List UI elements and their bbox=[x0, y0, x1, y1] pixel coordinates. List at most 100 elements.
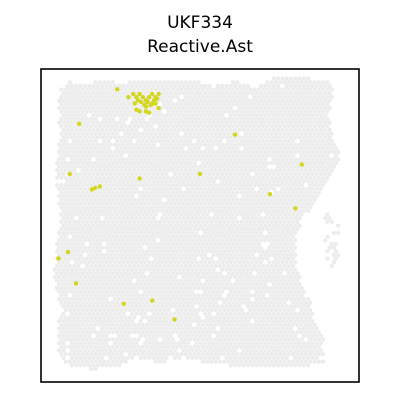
background-spot bbox=[282, 227, 287, 232]
background-spot bbox=[215, 252, 221, 258]
background-spot bbox=[203, 83, 208, 88]
background-spot bbox=[183, 109, 188, 114]
background-spot bbox=[130, 274, 135, 280]
background-spot bbox=[267, 91, 272, 96]
background-spot bbox=[82, 267, 87, 272]
background-spot bbox=[263, 311, 268, 316]
background-spot bbox=[230, 190, 236, 195]
background-spot bbox=[230, 109, 236, 114]
background-spot bbox=[205, 241, 210, 246]
background-spot bbox=[149, 116, 154, 122]
background-spot bbox=[74, 319, 79, 324]
background-spot bbox=[76, 116, 81, 122]
background-spot bbox=[220, 282, 225, 287]
background-spot bbox=[155, 223, 160, 228]
background-spot bbox=[224, 245, 229, 250]
background-spot bbox=[65, 91, 70, 96]
background-spot bbox=[284, 252, 289, 258]
background-spot bbox=[74, 341, 79, 346]
background-spot bbox=[78, 282, 83, 287]
background-spot bbox=[82, 135, 87, 140]
background-spot bbox=[254, 260, 259, 265]
background-spot bbox=[295, 80, 300, 85]
background-spot bbox=[115, 153, 120, 158]
background-spot bbox=[95, 135, 100, 140]
background-spot bbox=[207, 297, 212, 302]
background-spot bbox=[301, 76, 306, 81]
background-spot bbox=[230, 197, 236, 202]
background-spot bbox=[151, 238, 156, 243]
background-spot bbox=[278, 212, 283, 217]
background-spot bbox=[203, 127, 208, 133]
background-spot bbox=[132, 241, 137, 246]
background-spot bbox=[286, 256, 291, 261]
background-spot bbox=[220, 304, 225, 309]
background-spot bbox=[248, 315, 253, 320]
background-spot bbox=[207, 157, 212, 162]
background-spot bbox=[282, 109, 287, 114]
background-spot bbox=[200, 109, 205, 114]
background-spot bbox=[222, 131, 227, 136]
background-spot bbox=[82, 326, 87, 331]
background-spot bbox=[299, 300, 304, 305]
background-spot bbox=[211, 297, 216, 302]
background-spot bbox=[250, 245, 255, 250]
background-spot bbox=[226, 138, 231, 144]
background-spot bbox=[218, 183, 223, 188]
background-spot bbox=[170, 168, 175, 173]
background-spot bbox=[157, 308, 163, 313]
reactive-ast-spot bbox=[150, 91, 155, 97]
background-spot bbox=[194, 179, 199, 184]
background-spot bbox=[213, 124, 218, 129]
background-spot bbox=[263, 326, 268, 331]
background-spot bbox=[104, 311, 109, 316]
background-spot bbox=[67, 131, 72, 136]
background-spot bbox=[106, 227, 111, 232]
background-spot bbox=[115, 124, 120, 129]
background-spot bbox=[288, 76, 293, 81]
background-spot bbox=[74, 304, 79, 309]
background-spot bbox=[198, 319, 203, 324]
background-spot bbox=[194, 113, 199, 118]
background-spot bbox=[117, 355, 122, 360]
background-spot bbox=[104, 245, 109, 250]
background-spot bbox=[162, 124, 167, 129]
background-spot bbox=[237, 105, 242, 110]
background-spot bbox=[318, 149, 324, 155]
background-spot bbox=[263, 135, 268, 140]
background-spot bbox=[181, 113, 186, 118]
background-spot bbox=[67, 263, 72, 269]
background-spot bbox=[127, 153, 133, 158]
background-spot bbox=[104, 267, 109, 272]
background-spot bbox=[121, 149, 126, 155]
background-spot bbox=[318, 105, 324, 110]
background-spot bbox=[258, 223, 263, 228]
background-spot bbox=[235, 153, 240, 158]
background-spot bbox=[192, 256, 197, 261]
background-spot bbox=[170, 87, 175, 92]
background-spot bbox=[241, 113, 246, 118]
background-spot bbox=[273, 161, 278, 166]
background-spot bbox=[78, 245, 83, 250]
background-spot bbox=[248, 249, 253, 254]
background-spot bbox=[291, 87, 296, 92]
background-spot bbox=[194, 216, 199, 221]
background-spot bbox=[325, 116, 330, 122]
background-spot bbox=[235, 322, 240, 327]
background-spot bbox=[177, 245, 182, 250]
background-spot bbox=[228, 260, 233, 265]
background-spot bbox=[284, 274, 289, 280]
background-spot bbox=[265, 197, 270, 202]
background-spot bbox=[177, 113, 182, 118]
background-spot bbox=[228, 311, 233, 316]
background-spot bbox=[65, 194, 70, 199]
background-spot bbox=[160, 333, 165, 338]
background-spot bbox=[177, 157, 182, 162]
background-spot bbox=[273, 271, 278, 276]
background-spot bbox=[57, 333, 62, 338]
background-spot bbox=[308, 315, 313, 320]
background-spot bbox=[213, 87, 218, 92]
background-spot bbox=[140, 256, 145, 261]
background-spot bbox=[63, 131, 68, 136]
background-spot bbox=[230, 116, 236, 122]
